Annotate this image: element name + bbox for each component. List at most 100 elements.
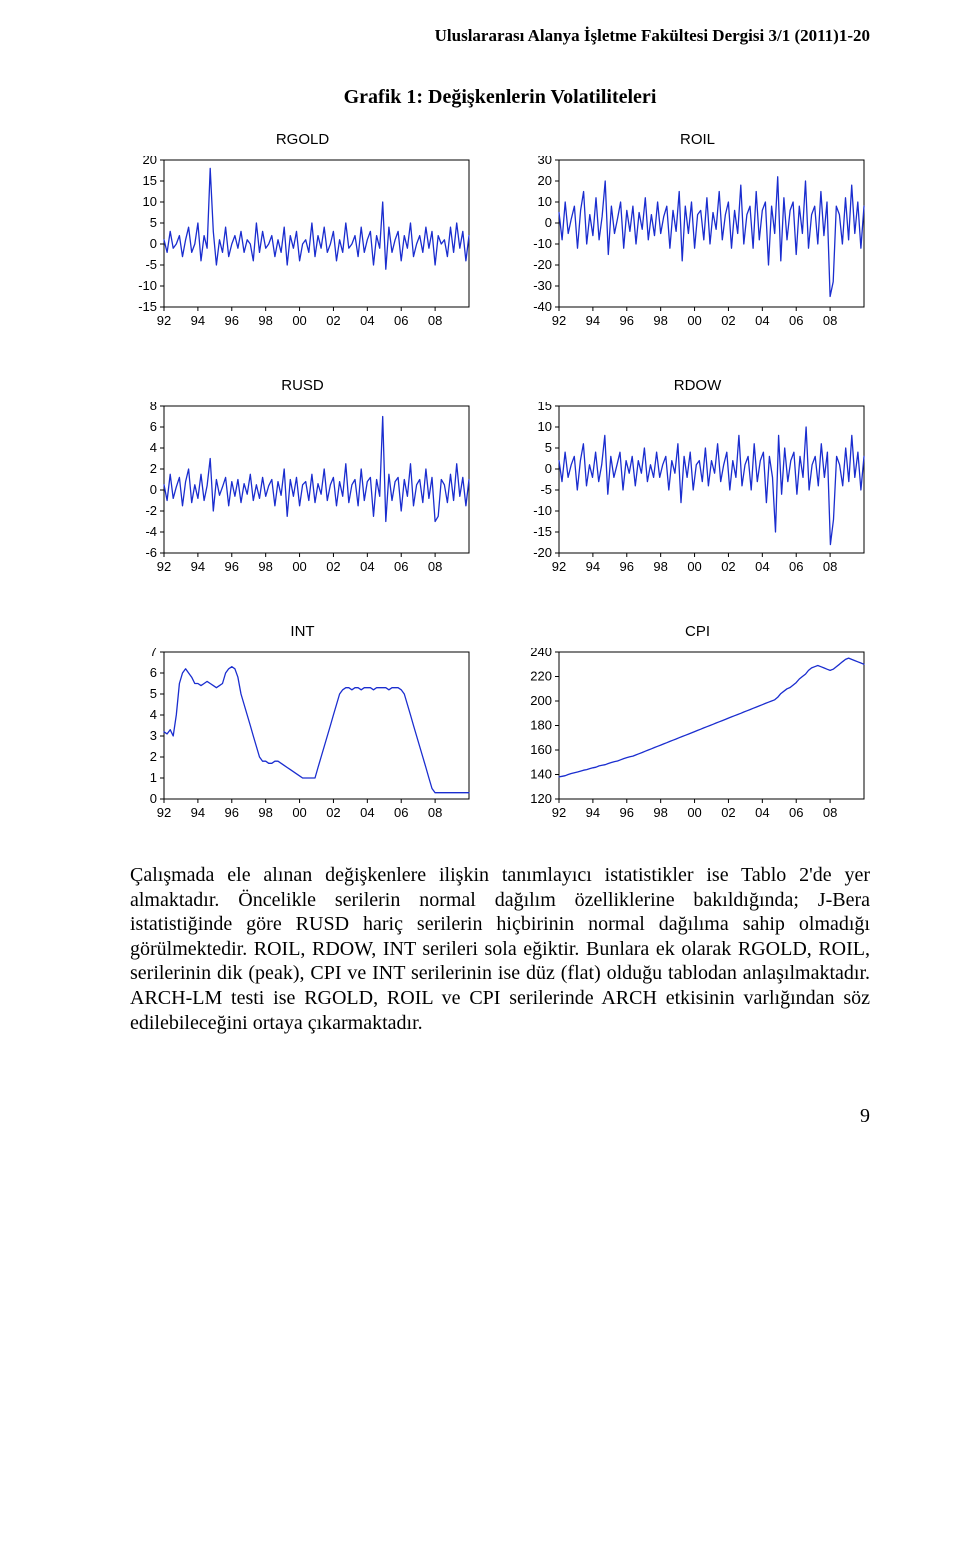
x-tick-label: 08 bbox=[428, 559, 442, 574]
x-tick-label: 06 bbox=[789, 559, 803, 574]
y-tick-label: -10 bbox=[138, 278, 157, 293]
x-tick-label: 96 bbox=[225, 805, 239, 820]
x-tick-label: 92 bbox=[552, 313, 566, 328]
x-tick-label: 94 bbox=[586, 559, 600, 574]
chart-panel-int: INT01234567929496980002040608 bbox=[130, 623, 475, 823]
chart-rgold: -15-10-505101520929496980002040608 bbox=[130, 156, 475, 331]
y-tick-label: 10 bbox=[538, 419, 552, 434]
series-rgold bbox=[164, 168, 469, 269]
x-tick-label: 96 bbox=[225, 559, 239, 574]
y-tick-label: 8 bbox=[150, 402, 157, 413]
x-tick-label: 00 bbox=[687, 313, 701, 328]
y-tick-label: 5 bbox=[150, 215, 157, 230]
y-tick-label: 5 bbox=[150, 686, 157, 701]
x-tick-label: 92 bbox=[552, 559, 566, 574]
journal-header: Uluslararası Alanya İşletme Fakültesi De… bbox=[130, 26, 870, 46]
x-tick-label: 94 bbox=[191, 559, 205, 574]
x-tick-label: 92 bbox=[157, 805, 171, 820]
charts-grid: RGOLD-15-10-505101520929496980002040608R… bbox=[130, 131, 870, 823]
y-tick-label: -30 bbox=[533, 278, 552, 293]
y-tick-label: 15 bbox=[538, 402, 552, 413]
x-tick-label: 04 bbox=[360, 805, 374, 820]
x-tick-label: 96 bbox=[620, 559, 634, 574]
series-rusd bbox=[164, 417, 469, 522]
x-tick-label: 04 bbox=[755, 805, 769, 820]
y-tick-label: 30 bbox=[538, 156, 552, 167]
y-tick-label: 2 bbox=[150, 461, 157, 476]
chart-title-rgold: RGOLD bbox=[276, 131, 329, 148]
x-tick-label: 92 bbox=[552, 805, 566, 820]
x-tick-label: 06 bbox=[394, 559, 408, 574]
y-tick-label: 20 bbox=[538, 173, 552, 188]
y-tick-label: 0 bbox=[150, 236, 157, 251]
y-tick-label: 10 bbox=[143, 194, 157, 209]
y-tick-label: 3 bbox=[150, 728, 157, 743]
chart-title-rusd: RUSD bbox=[281, 377, 324, 394]
y-tick-label: -10 bbox=[533, 236, 552, 251]
x-tick-label: 04 bbox=[360, 313, 374, 328]
chart-int: 01234567929496980002040608 bbox=[130, 648, 475, 823]
y-tick-label: -20 bbox=[533, 257, 552, 272]
y-tick-label: 0 bbox=[545, 215, 552, 230]
chart-panel-roil: ROIL-40-30-20-10010203092949698000204060… bbox=[525, 131, 870, 331]
x-tick-label: 02 bbox=[721, 313, 735, 328]
series-rdow bbox=[559, 427, 864, 545]
y-tick-label: -15 bbox=[138, 299, 157, 314]
x-tick-label: 94 bbox=[586, 805, 600, 820]
series-cpi bbox=[559, 658, 864, 777]
x-tick-label: 98 bbox=[258, 559, 272, 574]
x-tick-label: 98 bbox=[653, 313, 667, 328]
chart-title-rdow: RDOW bbox=[674, 377, 722, 394]
x-tick-label: 00 bbox=[687, 805, 701, 820]
series-roil bbox=[559, 177, 864, 297]
y-tick-label: -40 bbox=[533, 299, 552, 314]
y-tick-label: 240 bbox=[530, 648, 552, 659]
y-tick-label: 120 bbox=[530, 791, 552, 806]
x-tick-label: 02 bbox=[721, 559, 735, 574]
x-tick-label: 96 bbox=[225, 313, 239, 328]
x-tick-label: 06 bbox=[394, 313, 408, 328]
x-tick-label: 08 bbox=[823, 805, 837, 820]
chart-panel-rusd: RUSD-6-4-202468929496980002040608 bbox=[130, 377, 475, 577]
page-number: 9 bbox=[130, 1105, 870, 1128]
x-tick-label: 04 bbox=[360, 559, 374, 574]
x-tick-label: 98 bbox=[258, 805, 272, 820]
chart-rdow: -20-15-10-5051015929496980002040608 bbox=[525, 402, 870, 577]
y-tick-label: 0 bbox=[150, 482, 157, 497]
y-tick-label: -4 bbox=[145, 524, 157, 539]
figure-title: Grafik 1: Değişkenlerin Volatiliteleri bbox=[130, 86, 870, 109]
y-tick-label: -6 bbox=[145, 545, 157, 560]
y-tick-label: 4 bbox=[150, 707, 157, 722]
x-tick-label: 92 bbox=[157, 559, 171, 574]
y-tick-label: 20 bbox=[143, 156, 157, 167]
chart-panel-cpi: CPI1201401601802002202409294969800020406… bbox=[525, 623, 870, 823]
y-tick-label: -10 bbox=[533, 503, 552, 518]
y-tick-label: 4 bbox=[150, 440, 157, 455]
x-tick-label: 98 bbox=[653, 559, 667, 574]
x-tick-label: 02 bbox=[326, 559, 340, 574]
x-tick-label: 04 bbox=[755, 313, 769, 328]
x-tick-label: 00 bbox=[292, 805, 306, 820]
x-tick-label: 96 bbox=[620, 805, 634, 820]
series-int bbox=[164, 667, 469, 793]
x-tick-label: 98 bbox=[258, 313, 272, 328]
y-tick-label: 180 bbox=[530, 718, 552, 733]
chart-panel-rgold: RGOLD-15-10-505101520929496980002040608 bbox=[130, 131, 475, 331]
chart-title-int: INT bbox=[290, 623, 314, 640]
x-tick-label: 02 bbox=[721, 805, 735, 820]
y-tick-label: -5 bbox=[540, 482, 552, 497]
x-tick-label: 94 bbox=[191, 805, 205, 820]
chart-title-roil: ROIL bbox=[680, 131, 715, 148]
x-tick-label: 08 bbox=[428, 805, 442, 820]
x-tick-label: 04 bbox=[755, 559, 769, 574]
body-paragraph: Çalışmada ele alınan değişkenlere ilişki… bbox=[130, 863, 870, 1035]
y-tick-label: 7 bbox=[150, 648, 157, 659]
y-tick-label: 220 bbox=[530, 669, 552, 684]
x-tick-label: 02 bbox=[326, 805, 340, 820]
x-tick-label: 94 bbox=[586, 313, 600, 328]
chart-rusd: -6-4-202468929496980002040608 bbox=[130, 402, 475, 577]
x-tick-label: 08 bbox=[823, 313, 837, 328]
x-tick-label: 00 bbox=[687, 559, 701, 574]
x-tick-label: 06 bbox=[394, 805, 408, 820]
x-tick-label: 02 bbox=[326, 313, 340, 328]
